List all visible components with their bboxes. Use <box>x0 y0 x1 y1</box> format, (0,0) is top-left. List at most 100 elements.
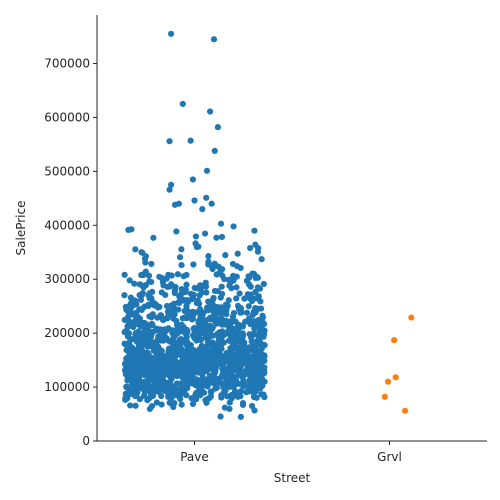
data-point <box>258 305 264 311</box>
data-point <box>223 311 229 317</box>
data-point <box>202 230 208 236</box>
x-tick-label: Pave <box>180 450 209 464</box>
data-point <box>169 272 175 278</box>
data-point <box>190 347 196 353</box>
data-point <box>227 357 233 363</box>
data-point <box>197 306 203 312</box>
data-point <box>255 249 261 255</box>
data-point <box>169 394 175 400</box>
data-point <box>205 253 211 259</box>
data-point <box>244 310 250 316</box>
data-point <box>126 364 132 370</box>
data-point <box>172 344 178 350</box>
data-point <box>143 341 149 347</box>
data-point <box>159 380 165 386</box>
data-point <box>125 324 131 330</box>
data-point <box>234 356 240 362</box>
data-point <box>211 36 217 42</box>
data-point <box>166 138 172 144</box>
data-point <box>235 251 241 257</box>
data-point <box>241 296 247 302</box>
data-point <box>156 372 162 378</box>
data-point <box>152 328 158 334</box>
data-point <box>231 310 237 316</box>
data-point <box>144 350 150 356</box>
data-point <box>194 285 200 291</box>
data-point <box>158 355 164 361</box>
data-point <box>175 306 181 312</box>
data-point <box>148 279 154 285</box>
data-point <box>219 330 225 336</box>
data-point <box>125 333 131 339</box>
data-point <box>178 362 184 368</box>
data-point <box>248 292 254 298</box>
data-point <box>143 355 149 361</box>
data-point <box>133 381 139 387</box>
data-point <box>251 271 257 277</box>
data-point <box>218 221 224 227</box>
data-point <box>142 329 148 335</box>
data-point <box>121 292 127 298</box>
data-point <box>260 331 266 337</box>
data-point <box>226 406 232 412</box>
data-point <box>241 381 247 387</box>
data-point <box>159 401 165 407</box>
points-layer <box>121 31 414 420</box>
data-point <box>166 187 172 193</box>
data-point <box>174 392 180 398</box>
data-point <box>196 318 202 324</box>
y-tick-label: 400000 <box>44 218 90 232</box>
y-axis-label: SalePrice <box>14 201 28 256</box>
data-point <box>408 314 414 320</box>
data-point <box>167 400 173 406</box>
data-point <box>172 284 178 290</box>
data-point <box>191 197 197 203</box>
data-point <box>159 289 165 295</box>
x-axis-label: Street <box>274 471 311 485</box>
data-point <box>127 277 133 283</box>
data-point <box>218 295 224 301</box>
data-point <box>212 148 218 154</box>
data-point <box>204 168 210 174</box>
data-point <box>181 351 187 357</box>
data-point <box>226 283 232 289</box>
data-point <box>211 369 217 375</box>
y-tick-label: 700000 <box>44 57 90 71</box>
data-point <box>155 304 161 310</box>
data-point <box>245 371 251 377</box>
data-point <box>144 397 150 403</box>
data-point <box>221 357 227 363</box>
data-point <box>168 386 174 392</box>
data-point <box>212 385 218 391</box>
data-point <box>178 336 184 342</box>
data-point <box>210 308 216 314</box>
data-point <box>232 380 238 386</box>
data-point <box>246 355 252 361</box>
data-point <box>196 382 202 388</box>
data-point <box>200 326 206 332</box>
data-point <box>203 289 209 295</box>
data-point <box>125 227 131 233</box>
data-point <box>251 390 257 396</box>
data-point <box>148 261 154 267</box>
data-point <box>247 347 253 353</box>
data-point <box>170 335 176 341</box>
data-point <box>242 319 248 325</box>
data-point <box>198 360 204 366</box>
data-point <box>137 316 143 322</box>
data-point <box>140 290 146 296</box>
data-point <box>204 352 210 358</box>
data-point <box>176 327 182 333</box>
data-point <box>240 402 246 408</box>
data-point <box>258 351 264 357</box>
data-point <box>177 254 183 260</box>
data-point <box>382 394 388 400</box>
data-point <box>236 371 242 377</box>
data-point <box>252 309 258 315</box>
data-point <box>235 325 241 331</box>
data-point <box>138 272 144 278</box>
data-point <box>207 108 213 114</box>
data-point <box>190 365 196 371</box>
data-point <box>182 385 188 391</box>
data-point <box>230 261 236 267</box>
